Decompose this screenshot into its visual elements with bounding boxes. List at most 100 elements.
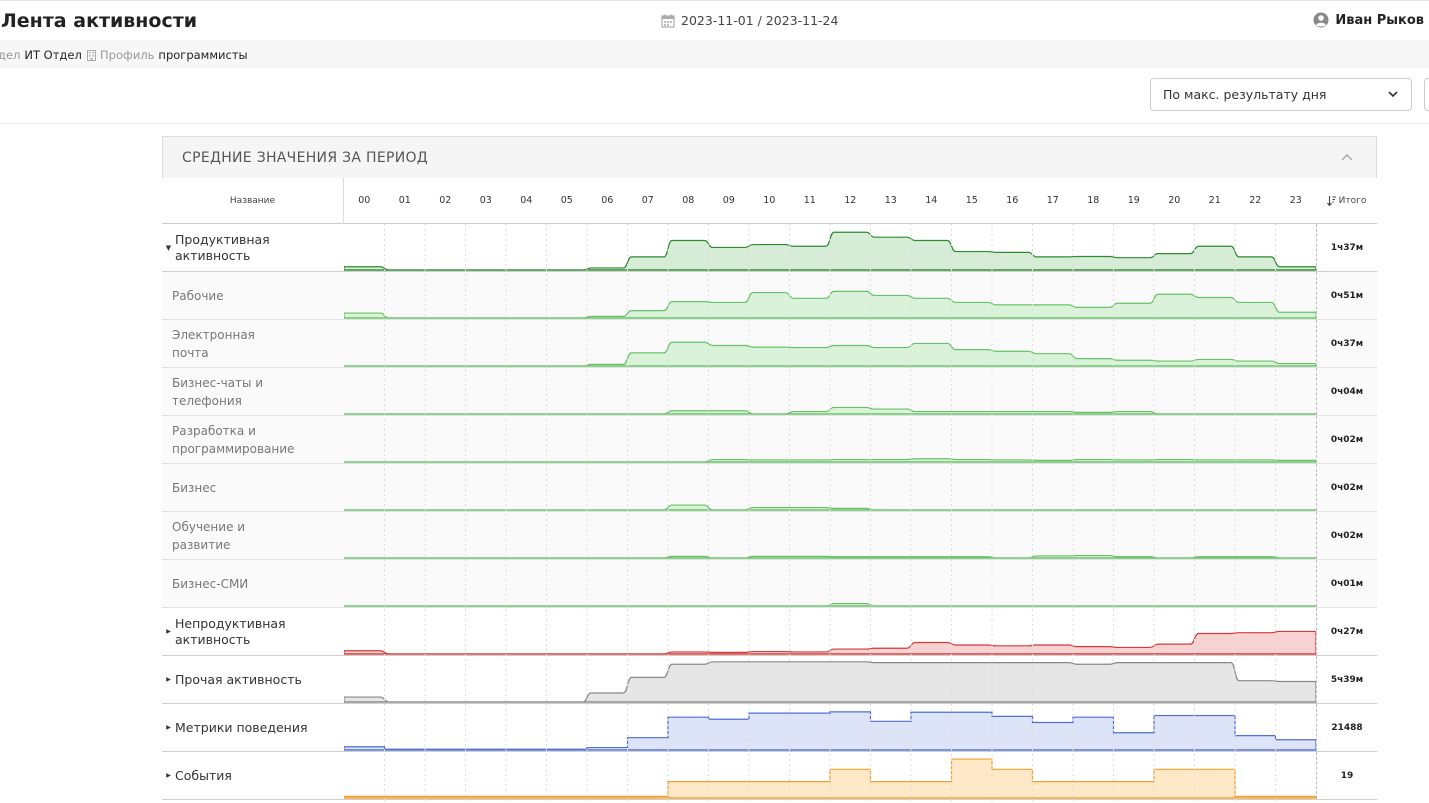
row-label[interactable]: ▶ Метрики поведения <box>162 704 344 751</box>
hour-header-06: 06 <box>601 195 614 206</box>
table-row: Бизнес-чаты и телефония 0ч04м <box>162 368 1377 416</box>
hour-header-04: 04 <box>520 195 533 206</box>
row-label: Обучение и развитие <box>162 512 344 559</box>
sparkline-area <box>344 341 1316 367</box>
sparkline-area <box>344 231 1316 271</box>
activity-sparkline <box>344 630 1316 655</box>
row-label: Разработка и программирование <box>162 416 344 463</box>
user-menu[interactable]: Иван Рыков <box>1313 12 1424 28</box>
table-row[interactable]: ▶ Метрики поведения 21488 <box>162 704 1377 752</box>
caret-right-icon[interactable]: ▶ <box>166 723 171 731</box>
row-label[interactable]: ▼ Продуктивная активность <box>162 224 344 271</box>
row-total: 0ч04м <box>1316 368 1377 415</box>
row-total: 0ч37м <box>1316 320 1377 367</box>
filter-department-key: дел <box>0 48 21 62</box>
user-icon <box>1313 12 1329 28</box>
building-icon <box>87 49 96 61</box>
activity-sparkline <box>344 458 1316 463</box>
hour-header-03: 03 <box>479 195 492 206</box>
table-row: Обучение и развитие 0ч02м <box>162 512 1377 560</box>
hour-header-05: 05 <box>560 195 573 206</box>
hour-header-23: 23 <box>1289 195 1302 206</box>
hour-header-08: 08 <box>682 195 695 206</box>
hour-header-17: 17 <box>1046 195 1059 206</box>
hour-header-15: 15 <box>965 195 978 206</box>
row-total: 0ч51м <box>1316 272 1377 319</box>
activity-table: Название 00 01 02 03 04 05 06 07 08 09 10 11 12 13 14 1… <box>162 178 1377 803</box>
row-label-text: Разработка и программирование <box>172 423 295 456</box>
total-column-header[interactable]: Итого <box>1316 178 1377 224</box>
filter-profile[interactable]: Профиль программисты <box>87 48 248 62</box>
panel-title: СРЕДНИЕ ЗНАЧЕНИЯ ЗА ПЕРИОД <box>182 150 429 166</box>
row-label[interactable]: ▶ Прочая активность <box>162 656 344 703</box>
filter-bar: дел ИТ Отдел Профиль программисты <box>0 40 1429 68</box>
table-row[interactable]: ▼ Продуктивная активность 1ч37м <box>162 224 1377 272</box>
date-range-picker[interactable]: 2023-11-01 / 2023-11-24 <box>661 13 838 28</box>
row-total: 0ч02м <box>1316 512 1377 559</box>
hour-header-14: 14 <box>925 195 938 206</box>
filter-profile-value: программисты <box>158 48 248 62</box>
caret-right-icon[interactable]: ▶ <box>166 627 171 635</box>
hour-header-02: 02 <box>439 195 452 206</box>
activity-sparkline <box>344 711 1316 751</box>
filter-profile-key: Профиль <box>100 48 155 62</box>
row-total: 21488 <box>1316 704 1377 751</box>
row-total: 0ч02м <box>1316 416 1377 463</box>
row-total: 0ч01м <box>1316 560 1377 607</box>
activity-sparkline <box>344 602 1316 607</box>
table-header: Название 00 01 02 03 04 05 06 07 08 09 10 11 12 13 14 1… <box>162 178 1377 224</box>
row-total: 5ч39м <box>1316 656 1377 703</box>
activity-sparkline <box>344 231 1316 271</box>
divider <box>0 123 1429 124</box>
sort-desc-icon <box>1326 196 1336 206</box>
filter-department-value: ИТ Отдел <box>24 48 82 62</box>
activity-sparkline <box>344 504 1316 511</box>
row-label-text: Рабочие <box>172 288 224 303</box>
row-label-text: Электронная почта <box>172 327 255 360</box>
date-range-text: 2023-11-01 / 2023-11-24 <box>681 13 839 28</box>
row-total: 1ч37м <box>1316 224 1377 271</box>
sparkline-area <box>344 661 1316 703</box>
hour-header-19: 19 <box>1127 195 1140 206</box>
table-row[interactable]: ▶ События 19 <box>162 752 1377 800</box>
row-label-text: Бизнес-чаты и телефония <box>172 375 264 408</box>
total-header-label: Итого <box>1338 196 1367 206</box>
sort-select[interactable]: По макс. результату дня <box>1150 78 1412 111</box>
table-row[interactable]: ▶ Прочая активность 5ч39м <box>162 656 1377 704</box>
hour-header-22: 22 <box>1249 195 1262 206</box>
row-label[interactable]: ▶ События <box>162 752 344 799</box>
chevron-down-icon <box>1388 91 1398 98</box>
caret-right-icon[interactable]: ▶ <box>166 771 171 779</box>
filter-department[interactable]: дел ИТ Отдел <box>0 48 82 62</box>
sparkline-area <box>344 406 1316 415</box>
row-label-text: События <box>175 767 232 783</box>
sort-select-value: По макс. результату дня <box>1163 87 1327 102</box>
row-label-text: Бизнес-СМИ <box>172 576 249 591</box>
table-row[interactable]: ▶ Непродуктивная активность 0ч27м <box>162 608 1377 656</box>
row-label-text: Бизнес <box>172 480 217 495</box>
row-label-text: Непродуктивная активность <box>175 615 286 647</box>
row-label[interactable]: ▶ Непродуктивная активность <box>162 608 344 655</box>
hour-header-18: 18 <box>1087 195 1100 206</box>
row-total: 0ч27м <box>1316 608 1377 655</box>
table-row: Электронная почта 0ч37м <box>162 320 1377 368</box>
sparkline-area <box>344 711 1316 751</box>
hour-header-21: 21 <box>1208 195 1221 206</box>
hour-header-00: 00 <box>358 195 371 206</box>
row-label-text: Продуктивная активность <box>175 231 270 263</box>
activity-sparkline <box>344 341 1316 367</box>
page-title: Лента активности <box>1 10 198 32</box>
row-label: Бизнес <box>162 464 344 511</box>
caret-down-icon[interactable]: ▼ <box>165 243 172 252</box>
panel-header[interactable]: СРЕДНИЕ ЗНАЧЕНИЯ ЗА ПЕРИОД <box>162 136 1377 178</box>
secondary-select[interactable] <box>1424 78 1429 111</box>
row-label: Бизнес-СМИ <box>162 560 344 607</box>
row-label-text: Прочая активность <box>175 671 302 687</box>
hour-header-07: 07 <box>641 195 654 206</box>
caret-right-icon[interactable]: ▶ <box>166 675 171 683</box>
activity-sparkline <box>344 554 1316 559</box>
calendar-icon <box>661 14 675 28</box>
name-column-header[interactable]: Название <box>162 178 344 224</box>
chevron-up-icon[interactable] <box>1340 152 1354 162</box>
